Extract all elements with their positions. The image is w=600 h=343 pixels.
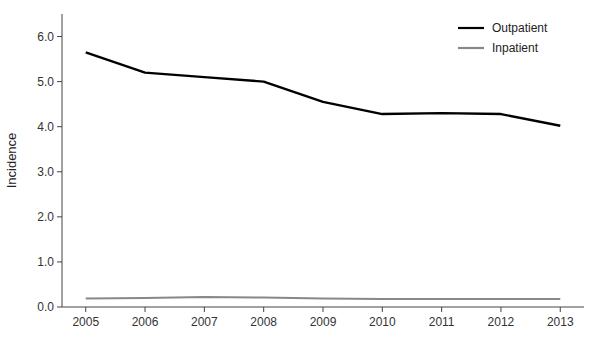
x-tick	[500, 307, 501, 312]
legend-swatch	[458, 47, 484, 49]
series-line	[86, 297, 561, 299]
x-tick	[145, 307, 146, 312]
legend-swatch	[458, 27, 484, 29]
x-tick-label: 2013	[547, 315, 574, 329]
x-tick-label: 2012	[488, 315, 515, 329]
x-tick-label: 2011	[429, 315, 455, 329]
y-tick	[57, 126, 62, 127]
chart: 0.0 1.0 2.0 3.0 4.0 5.0 6.0 2005 2006 2007 2008 200…	[0, 0, 600, 343]
series-line	[86, 52, 561, 125]
x-tick-label: 2007	[191, 315, 218, 329]
y-tick-label: 6.0	[37, 30, 54, 44]
x-tick	[204, 307, 205, 312]
y-tick-label: 1.0	[37, 255, 54, 269]
y-tick-label: 3.0	[37, 165, 54, 179]
y-tick	[57, 36, 62, 37]
y-tick-label: 2.0	[37, 210, 54, 224]
y-tick-label: 0.0	[37, 300, 54, 314]
y-tick	[57, 261, 62, 262]
y-tick	[57, 216, 62, 217]
x-tick	[441, 307, 442, 312]
y-tick	[57, 307, 62, 308]
chart-container: 0.0 1.0 2.0 3.0 4.0 5.0 6.0 2005 2006 2007 2008 200…	[0, 0, 600, 343]
legend-label: Outpatient	[492, 21, 548, 35]
legend: Outpatient Inpatient	[458, 21, 548, 55]
x-tick-label: 2009	[310, 315, 337, 329]
x-tick	[323, 307, 324, 312]
x-tick-label: 2008	[250, 315, 277, 329]
legend-label: Inpatient	[492, 41, 539, 55]
y-axis-label: Incidence	[4, 133, 19, 189]
y-tick-label: 5.0	[37, 75, 54, 89]
x-tick	[382, 307, 383, 312]
x-tick-label: 2010	[369, 315, 396, 329]
x-tick-label: 2005	[72, 315, 99, 329]
y-tick	[57, 171, 62, 172]
x-tick-label: 2006	[132, 315, 159, 329]
x-tick	[263, 307, 264, 312]
x-tick	[560, 307, 561, 312]
plot-area	[86, 52, 561, 299]
y-axis-line	[62, 14, 63, 307]
y-tick-label: 4.0	[37, 120, 54, 134]
y-tick	[57, 81, 62, 82]
x-tick	[85, 307, 86, 312]
